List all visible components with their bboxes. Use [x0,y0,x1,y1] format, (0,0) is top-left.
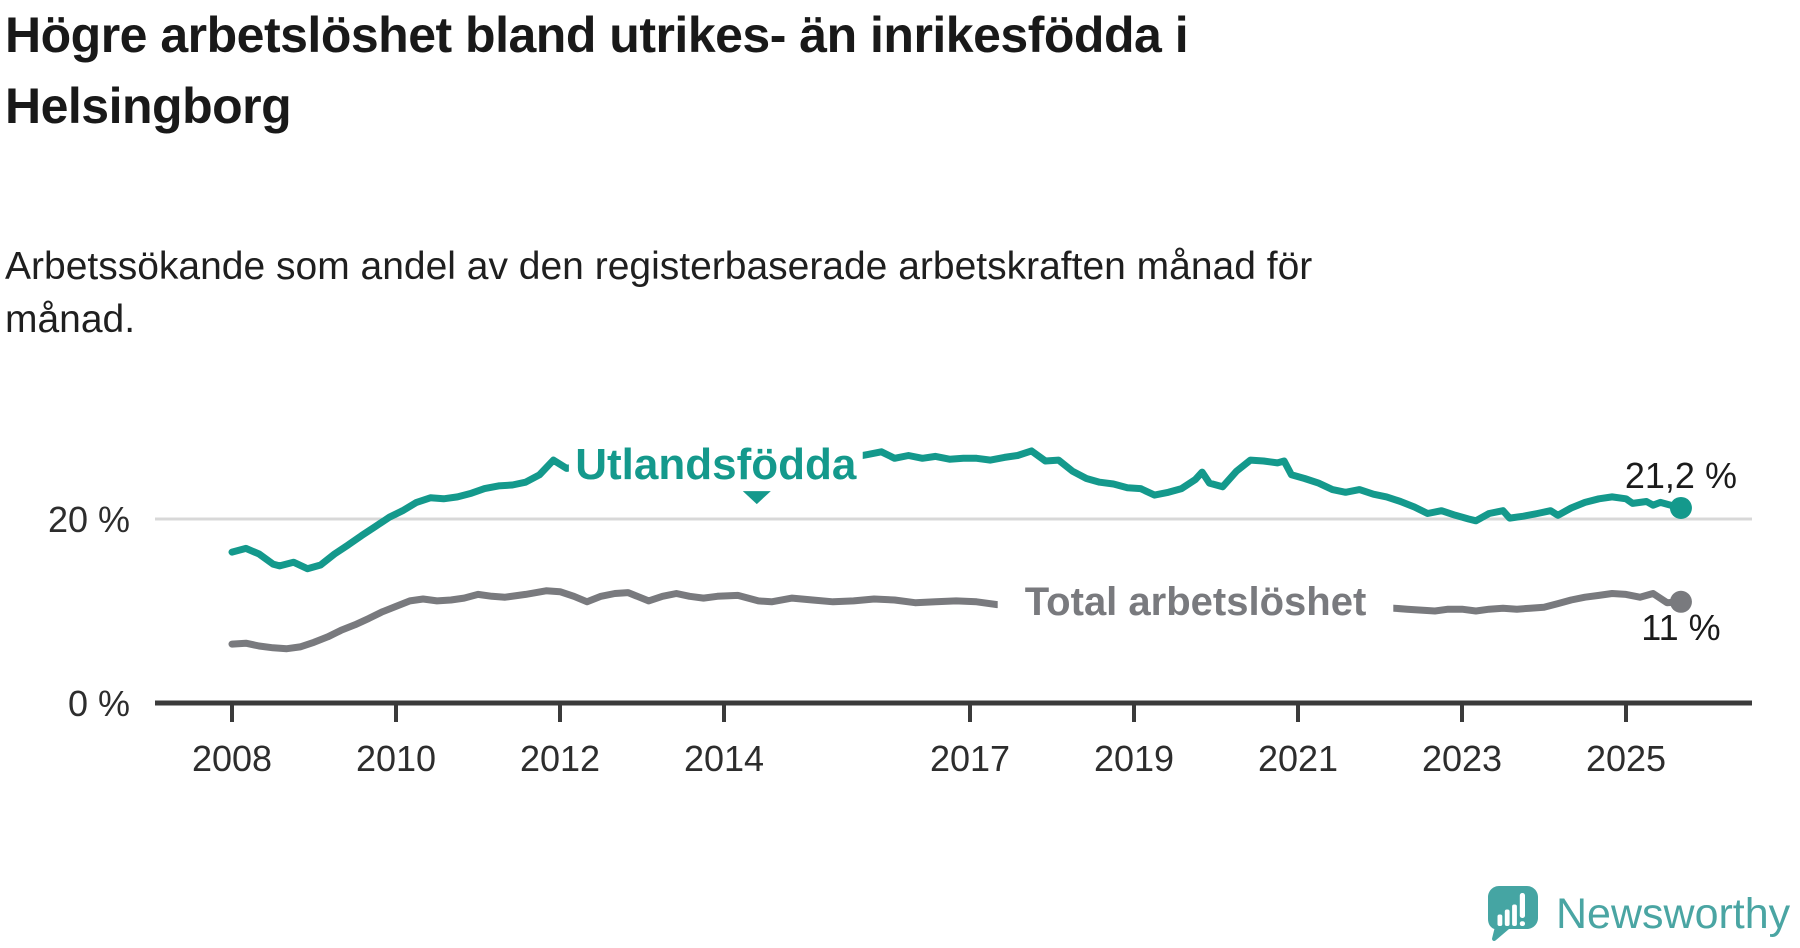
y-tick-label-20: 20 % [48,499,130,540]
chart-subtitle: Arbetssökande som andel av den registerb… [5,240,1485,346]
end-value-label-utlandsfodda: 21,2 % [1625,455,1737,496]
newsworthy-logo-icon [1488,886,1538,942]
logo-bar-1 [1497,914,1503,926]
page-title-line-2: Helsingborg [5,78,292,134]
series-label-total-arbetsloshet: Total arbetslöshet [1025,580,1367,624]
page-title: Högre arbetslöshet bland utrikes- än inr… [5,0,1485,142]
chart-line-utlandsfodda [228,447,1685,573]
newsworthy-logo: Newsworthy [1488,886,1790,942]
series-label-arrow-down-icon [742,491,771,505]
chart-subtitle-line-2: månad. [5,298,136,341]
x-tick-label-2012: 2012 [520,738,600,779]
end-dot-total-arbetsloshet [1669,590,1692,613]
series-label-bg-0 [568,434,863,494]
x-tick-label-2025: 2025 [1586,738,1666,779]
series-label-utlandsfodda: Utlandsfödda [575,440,857,489]
end-value-label-total-arbetsloshet: 11 % [1641,607,1720,648]
x-tick-label-2019: 2019 [1094,738,1174,779]
series-label-bg-1 [997,573,1394,628]
logo-bar-2 [1504,909,1510,926]
y-tick-label-0: 0 % [68,683,130,724]
page-title-line-1: Högre arbetslöshet bland utrikes- än inr… [5,7,1189,63]
x-tick-label-2021: 2021 [1258,738,1338,779]
chart-line-total-arbetsloshet [228,587,1685,653]
x-tick-label-2008: 2008 [192,738,272,779]
newsworthy-logo-text: Newsworthy [1556,889,1791,938]
logo-exclamation-bar [1519,893,1525,918]
chart-subtitle-line-1: Arbetssökande som andel av den registerb… [5,245,1313,288]
logo-bar-3 [1512,904,1517,926]
x-tick-label-2023: 2023 [1422,738,1502,779]
end-dot-utlandsfodda [1669,496,1692,519]
x-tick-label-2017: 2017 [930,738,1010,779]
x-tick-label-2010: 2010 [356,738,436,779]
x-tick-label-2014: 2014 [684,738,764,779]
logo-exclamation-dot [1519,921,1525,926]
